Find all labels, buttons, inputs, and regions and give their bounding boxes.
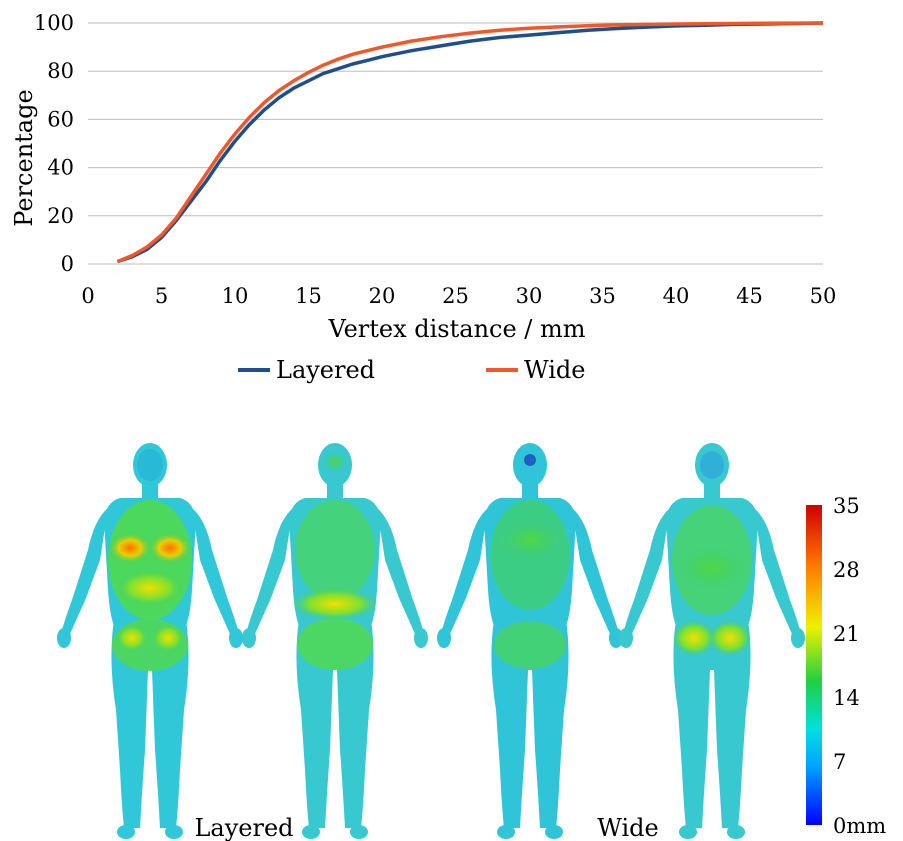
colorbar bbox=[806, 505, 822, 825]
y-tick-label: 0 bbox=[61, 252, 74, 276]
x-tick-label: 20 bbox=[369, 284, 396, 308]
x-axis-ticks: 0 5 10 15 20 25 30 35 40 45 50 bbox=[81, 284, 836, 308]
series-line-layered bbox=[116, 21, 824, 264]
colorbar-tick-label: 28 bbox=[833, 558, 860, 582]
colorbar-tick-label: 14 bbox=[833, 686, 860, 710]
colorbar-tick-label: 0mm bbox=[833, 814, 886, 838]
x-tick-label: 50 bbox=[810, 284, 837, 308]
y-axis-ticks: 0 20 40 60 80 100 bbox=[34, 11, 74, 276]
legend-label-layered: Layered bbox=[276, 356, 375, 384]
gridlines bbox=[88, 22, 823, 265]
x-tick-label: 0 bbox=[81, 284, 94, 308]
colorbar-ticks: 35 28 21 14 7 0mm bbox=[833, 494, 886, 838]
series-line-wide bbox=[116, 21, 824, 264]
colorbar-tick-label: 21 bbox=[833, 622, 860, 646]
legend: Layered Wide bbox=[238, 356, 586, 384]
y-axis-title: Percentage bbox=[10, 89, 38, 226]
body-wide-back bbox=[619, 443, 805, 839]
x-tick-label: 40 bbox=[663, 284, 690, 308]
colorbar-tick-label: 35 bbox=[833, 494, 860, 518]
x-tick-label: 15 bbox=[295, 284, 322, 308]
y-tick-label: 60 bbox=[47, 107, 74, 131]
x-tick-label: 25 bbox=[442, 284, 469, 308]
body-layered-back bbox=[242, 443, 428, 839]
y-tick-label: 100 bbox=[34, 11, 74, 35]
body-heatmaps bbox=[57, 443, 805, 839]
caption-wide: Wide bbox=[597, 814, 659, 841]
colorbar-tick-label: 7 bbox=[833, 750, 846, 774]
x-tick-label: 30 bbox=[516, 284, 543, 308]
x-tick-label: 10 bbox=[222, 284, 249, 308]
x-tick-label: 45 bbox=[736, 284, 763, 308]
caption-layered: Layered bbox=[194, 814, 293, 841]
x-axis-title: Vertex distance / mm bbox=[327, 315, 585, 343]
body-wide-front bbox=[437, 443, 623, 839]
y-tick-label: 80 bbox=[47, 59, 74, 83]
y-tick-label: 40 bbox=[47, 156, 74, 180]
x-tick-label: 5 bbox=[155, 284, 168, 308]
series-lines bbox=[116, 21, 824, 264]
body-layered-front bbox=[57, 443, 243, 839]
y-tick-label: 20 bbox=[47, 204, 74, 228]
x-tick-label: 35 bbox=[589, 284, 616, 308]
legend-label-wide: Wide bbox=[524, 356, 586, 384]
